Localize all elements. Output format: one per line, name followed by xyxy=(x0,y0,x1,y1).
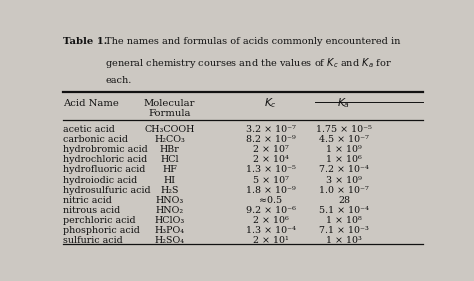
Text: HCl: HCl xyxy=(160,155,179,164)
Text: hydroiodic acid: hydroiodic acid xyxy=(63,176,137,185)
Text: 1 × 10⁸: 1 × 10⁸ xyxy=(326,216,362,225)
Text: HClO₃: HClO₃ xyxy=(155,216,184,225)
Text: HI: HI xyxy=(164,176,175,185)
Text: phosphoric acid: phosphoric acid xyxy=(63,226,140,235)
Text: 2 × 10⁷: 2 × 10⁷ xyxy=(253,145,288,154)
Text: 8.2 × 10⁻⁹: 8.2 × 10⁻⁹ xyxy=(246,135,295,144)
Text: 5.1 × 10⁻⁴: 5.1 × 10⁻⁴ xyxy=(319,206,369,215)
Text: Acid Name: Acid Name xyxy=(63,99,119,108)
Text: HBr: HBr xyxy=(160,145,179,154)
Text: 1.75 × 10⁻⁵: 1.75 × 10⁻⁵ xyxy=(316,125,372,134)
Text: 28: 28 xyxy=(338,196,350,205)
Text: H₂CO₃: H₂CO₃ xyxy=(154,135,185,144)
Text: CH₃COOH: CH₃COOH xyxy=(144,125,195,134)
Text: hydrofluoric acid: hydrofluoric acid xyxy=(63,166,146,175)
Text: ≈0.5: ≈0.5 xyxy=(259,196,282,205)
Text: 5 × 10⁷: 5 × 10⁷ xyxy=(253,176,288,185)
Text: 7.1 × 10⁻³: 7.1 × 10⁻³ xyxy=(319,226,369,235)
Text: HNO₂: HNO₂ xyxy=(155,206,183,215)
Text: Table 1.: Table 1. xyxy=(63,37,107,46)
Text: 1 × 10⁹: 1 × 10⁹ xyxy=(326,145,362,154)
Text: H₂S: H₂S xyxy=(160,186,179,195)
Text: 1.8 × 10⁻⁹: 1.8 × 10⁻⁹ xyxy=(246,186,295,195)
Text: $K_c$: $K_c$ xyxy=(264,96,277,110)
Text: 1.0 × 10⁻⁷: 1.0 × 10⁻⁷ xyxy=(319,186,369,195)
Text: 1.3 × 10⁻⁴: 1.3 × 10⁻⁴ xyxy=(246,226,295,235)
Text: each.: each. xyxy=(105,76,132,85)
Text: general chemistry courses and the values of $K_c$ and $K_a$ for: general chemistry courses and the values… xyxy=(105,56,392,71)
Text: perchloric acid: perchloric acid xyxy=(63,216,136,225)
Text: $K_a$: $K_a$ xyxy=(337,96,350,110)
Text: HF: HF xyxy=(162,166,177,175)
Text: 7.2 × 10⁻⁴: 7.2 × 10⁻⁴ xyxy=(319,166,369,175)
Text: 9.2 × 10⁻⁶: 9.2 × 10⁻⁶ xyxy=(246,206,295,215)
Text: nitric acid: nitric acid xyxy=(63,196,112,205)
Text: nitrous acid: nitrous acid xyxy=(63,206,120,215)
Text: 2 × 10⁴: 2 × 10⁴ xyxy=(253,155,288,164)
Text: carbonic acid: carbonic acid xyxy=(63,135,128,144)
Text: sulfuric acid: sulfuric acid xyxy=(63,236,123,245)
Text: The names and formulas of acids commonly encountered in: The names and formulas of acids commonly… xyxy=(105,37,401,46)
Text: H₂SO₄: H₂SO₄ xyxy=(155,236,184,245)
Text: hydrobromic acid: hydrobromic acid xyxy=(63,145,148,154)
Text: 1 × 10⁶: 1 × 10⁶ xyxy=(326,155,362,164)
Text: 1 × 10³: 1 × 10³ xyxy=(326,236,362,245)
Text: 3 × 10⁹: 3 × 10⁹ xyxy=(326,176,362,185)
Text: Molecular
Formula: Molecular Formula xyxy=(144,99,195,118)
Text: acetic acid: acetic acid xyxy=(63,125,115,134)
Text: hydrochloric acid: hydrochloric acid xyxy=(63,155,147,164)
Text: H₃PO₄: H₃PO₄ xyxy=(155,226,184,235)
Text: 4.5 × 10⁻⁷: 4.5 × 10⁻⁷ xyxy=(319,135,369,144)
Text: 2 × 10⁶: 2 × 10⁶ xyxy=(253,216,288,225)
Text: 3.2 × 10⁻⁷: 3.2 × 10⁻⁷ xyxy=(246,125,295,134)
Text: hydrosulfuric acid: hydrosulfuric acid xyxy=(63,186,151,195)
Text: 2 × 10¹: 2 × 10¹ xyxy=(253,236,288,245)
Text: 1.3 × 10⁻⁵: 1.3 × 10⁻⁵ xyxy=(246,166,295,175)
Text: HNO₃: HNO₃ xyxy=(155,196,183,205)
